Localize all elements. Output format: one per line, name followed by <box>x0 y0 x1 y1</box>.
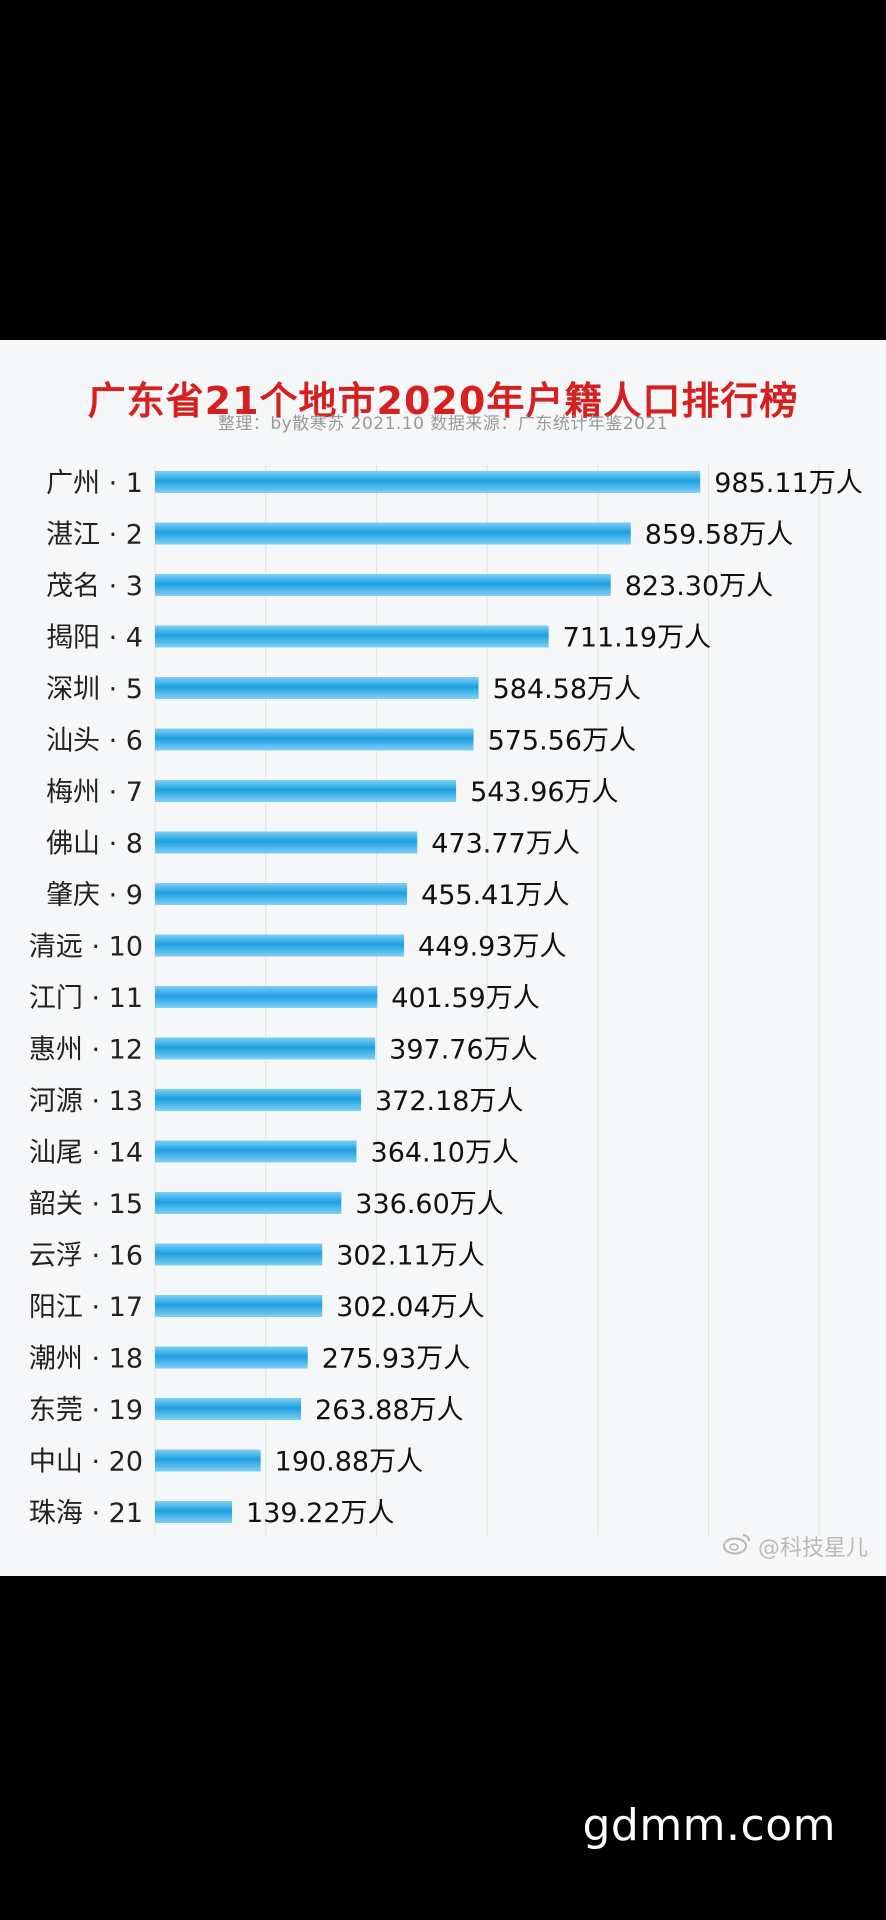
category-label: 肇庆 · 9 <box>46 880 143 911</box>
value-label: 397.76万人 <box>389 1035 537 1066</box>
category-label: 潮州 · 18 <box>29 1344 143 1375</box>
value-label: 823.30万人 <box>625 571 773 602</box>
bar <box>155 1398 302 1420</box>
chart-subtitle: 整理：by散寒苏 2021.10 数据来源：广东统计年鉴2021 <box>217 414 669 434</box>
value-label: 302.04万人 <box>336 1292 484 1323</box>
chart-title: 广东省21个地市2020年户籍人口排行榜 <box>87 379 799 423</box>
value-label: 139.22万人 <box>246 1498 394 1529</box>
bar <box>155 883 408 905</box>
value-label: 190.88万人 <box>275 1447 423 1478</box>
value-label: 711.19万人 <box>563 623 711 654</box>
row-labels: 广州 · 1 湛江 · 2 茂名 · 3 揭阳 · 4 深圳 · 5 汕头 · 6 梅州 ·… <box>29 468 143 1529</box>
value-label: 449.93万人 <box>418 932 566 963</box>
value-label: 543.96万人 <box>470 777 618 808</box>
value-label: 275.93万人 <box>322 1344 470 1375</box>
bar <box>155 574 611 596</box>
category-label: 汕头 · 6 <box>46 726 143 757</box>
value-label: 584.58万人 <box>493 674 641 705</box>
category-label: 深圳 · 5 <box>46 674 143 705</box>
watermark: @科技星儿 <box>722 1530 868 1562</box>
weibo-icon <box>722 1531 752 1561</box>
category-label: 汕尾 · 14 <box>29 1138 143 1169</box>
bar <box>155 1037 376 1060</box>
category-label: 湛江 · 2 <box>46 520 143 551</box>
value-label: 859.58万人 <box>645 520 793 551</box>
watermark-text: @科技星儿 <box>757 1536 868 1561</box>
value-label: 336.60万人 <box>355 1189 503 1220</box>
category-label: 东莞 · 19 <box>29 1395 143 1426</box>
value-label: 302.11万人 <box>336 1241 484 1272</box>
bar <box>155 1089 362 1111</box>
value-label: 263.88万人 <box>315 1395 463 1426</box>
category-label: 惠州 · 12 <box>29 1035 143 1066</box>
category-label: 佛山 · 8 <box>46 829 143 860</box>
category-label: 中山 · 20 <box>29 1447 143 1478</box>
bars <box>155 471 701 1523</box>
category-label: 阳江 · 17 <box>29 1292 143 1323</box>
bar <box>155 934 405 957</box>
value-label: 985.11万人 <box>714 468 862 499</box>
category-label: 梅州 · 7 <box>46 777 143 808</box>
value-labels: 985.11万人 859.58万人 823.30万人 711.19万人 584.58万人… <box>246 468 863 1529</box>
value-label: 364.10万人 <box>371 1138 519 1169</box>
bar <box>155 1346 308 1369</box>
category-label: 河源 · 13 <box>29 1086 143 1117</box>
category-label: 珠海 · 21 <box>29 1498 143 1529</box>
category-label: 清远 · 10 <box>29 932 143 963</box>
bar <box>155 1243 323 1266</box>
value-label: 401.59万人 <box>391 983 539 1014</box>
bar <box>155 471 701 493</box>
bar <box>155 1449 261 1472</box>
category-label: 云浮 · 16 <box>29 1241 143 1272</box>
bar <box>155 831 418 854</box>
category-label: 韶关 · 15 <box>29 1189 143 1220</box>
bar <box>155 677 479 699</box>
bar <box>155 625 549 648</box>
bar <box>155 1192 342 1214</box>
category-label: 江门 · 11 <box>29 983 143 1014</box>
category-label: 揭阳 · 4 <box>46 623 143 654</box>
bar <box>155 1501 233 1523</box>
bar <box>155 1140 357 1163</box>
value-label: 473.77万人 <box>431 829 579 860</box>
bar <box>155 522 631 545</box>
value-label: 455.41万人 <box>421 880 569 911</box>
bar <box>155 728 474 751</box>
bar <box>155 780 457 802</box>
site-brand-text: gdmm.com <box>582 1800 836 1851</box>
category-label: 广州 · 1 <box>46 468 143 499</box>
category-label: 茂名 · 3 <box>46 571 143 602</box>
bar <box>155 1295 323 1317</box>
value-label: 575.56万人 <box>488 726 636 757</box>
bar <box>155 986 378 1008</box>
chart-panel: 广东省21个地市2020年户籍人口排行榜 整理：by散寒苏 2021.10 数据… <box>0 340 886 1576</box>
value-label: 372.18万人 <box>375 1086 523 1117</box>
bar-chart: 广州 · 1 湛江 · 2 茂名 · 3 揭阳 · 4 深圳 · 5 汕头 · 6 梅州 ·… <box>29 465 863 1535</box>
